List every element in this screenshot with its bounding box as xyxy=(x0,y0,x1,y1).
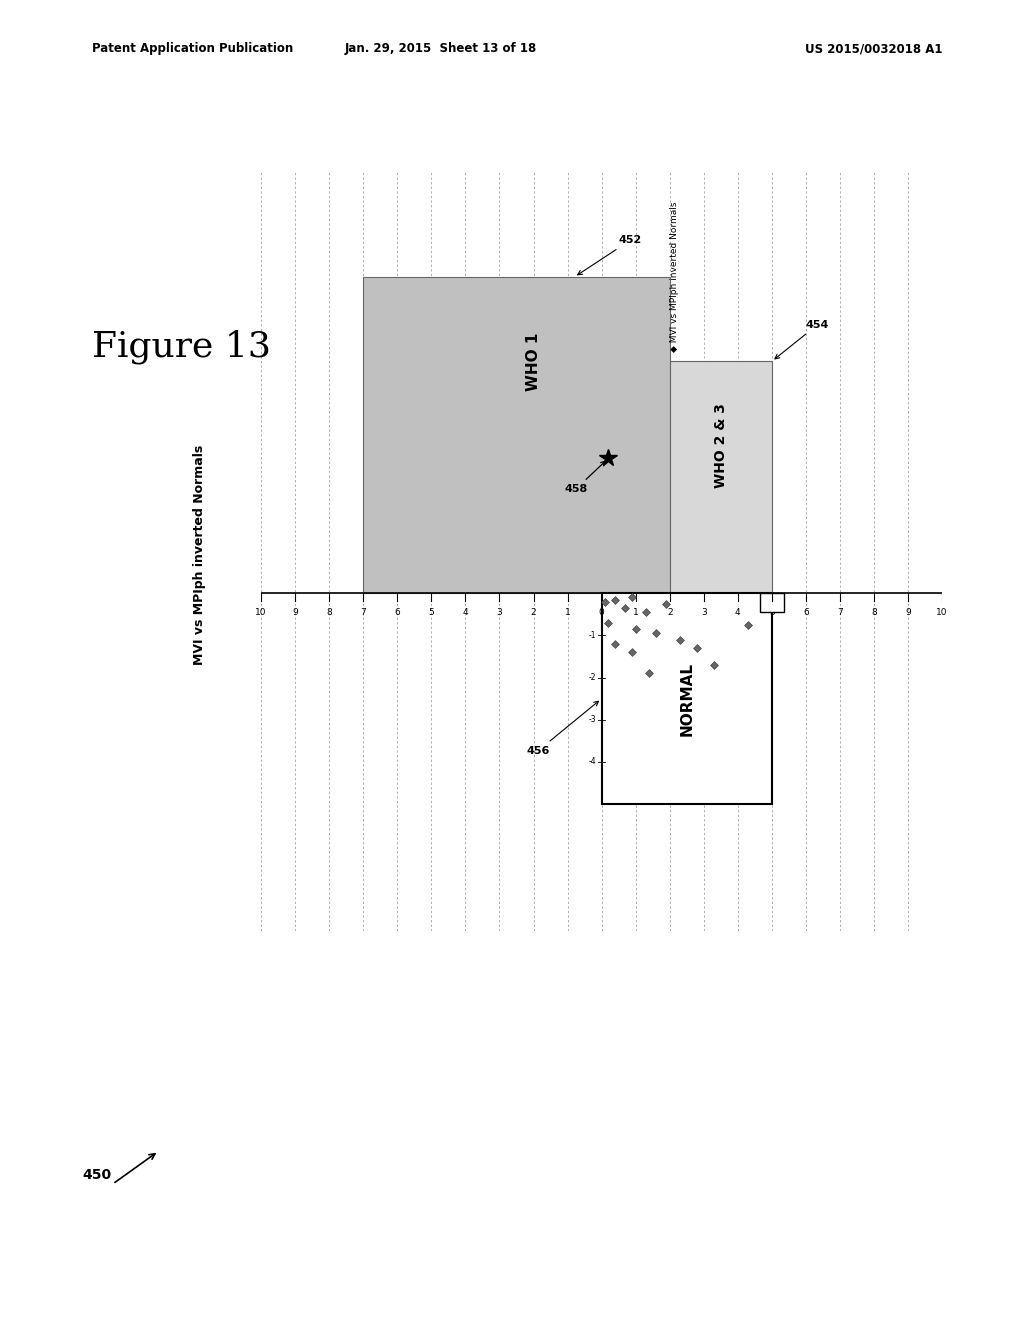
Text: 452: 452 xyxy=(578,235,642,275)
Text: 9: 9 xyxy=(292,609,298,616)
Text: -2: -2 xyxy=(589,673,597,682)
Text: 2: 2 xyxy=(667,609,673,616)
Bar xyxy=(760,593,783,612)
Point xyxy=(624,587,640,609)
Text: 5: 5 xyxy=(769,609,775,616)
Point xyxy=(600,612,616,634)
Text: 4: 4 xyxy=(735,609,740,616)
Text: 5: 5 xyxy=(428,609,434,616)
Text: US 2015/0032018 A1: US 2015/0032018 A1 xyxy=(805,42,942,55)
Text: 8: 8 xyxy=(327,609,332,616)
Text: Patent Application Publication: Patent Application Publication xyxy=(92,42,294,55)
Text: 4: 4 xyxy=(463,609,468,616)
Point xyxy=(638,602,654,623)
Text: 8: 8 xyxy=(871,609,877,616)
Text: WHO 2 & 3: WHO 2 & 3 xyxy=(714,403,728,488)
Point xyxy=(706,655,722,676)
Text: 2: 2 xyxy=(530,609,537,616)
Point xyxy=(648,623,665,644)
Text: 1: 1 xyxy=(633,609,639,616)
Point xyxy=(624,642,640,663)
Text: 3: 3 xyxy=(700,609,707,616)
Text: WHO 1: WHO 1 xyxy=(526,333,541,391)
Text: 0: 0 xyxy=(599,609,604,616)
Text: 458: 458 xyxy=(564,461,605,494)
Text: Jan. 29, 2015  Sheet 13 of 18: Jan. 29, 2015 Sheet 13 of 18 xyxy=(344,42,537,55)
Point xyxy=(641,663,657,684)
Text: 1: 1 xyxy=(564,609,570,616)
Text: 7: 7 xyxy=(837,609,843,616)
Bar xyxy=(602,593,772,804)
Text: NORMAL: NORMAL xyxy=(679,661,694,735)
Text: 7: 7 xyxy=(360,609,367,616)
Point xyxy=(658,593,675,614)
Text: MVI vs MPIph inverted Normals: MVI vs MPIph inverted Normals xyxy=(194,445,206,664)
Point xyxy=(628,619,644,640)
Text: -4: -4 xyxy=(589,758,597,767)
Text: 10: 10 xyxy=(936,609,948,616)
Text: 10: 10 xyxy=(255,609,267,616)
Text: 6: 6 xyxy=(803,609,809,616)
Text: ◆ MVI vs MPIph inverted Normals: ◆ MVI vs MPIph inverted Normals xyxy=(671,201,679,351)
Text: -3: -3 xyxy=(589,715,597,725)
Text: 450: 450 xyxy=(82,1168,111,1183)
Text: 6: 6 xyxy=(394,609,400,616)
Bar xyxy=(364,277,670,593)
Text: 3: 3 xyxy=(497,609,503,616)
Point xyxy=(617,598,634,619)
Point xyxy=(607,634,624,655)
Point xyxy=(672,630,688,651)
Point xyxy=(739,614,756,635)
Bar xyxy=(670,362,772,593)
Text: 9: 9 xyxy=(905,609,911,616)
Text: Figure 13: Figure 13 xyxy=(92,330,271,364)
Text: 456: 456 xyxy=(526,701,598,755)
Point xyxy=(607,589,624,610)
Text: -1: -1 xyxy=(589,631,597,640)
Point xyxy=(689,638,706,659)
Text: 454: 454 xyxy=(775,319,829,359)
Point xyxy=(597,591,613,612)
